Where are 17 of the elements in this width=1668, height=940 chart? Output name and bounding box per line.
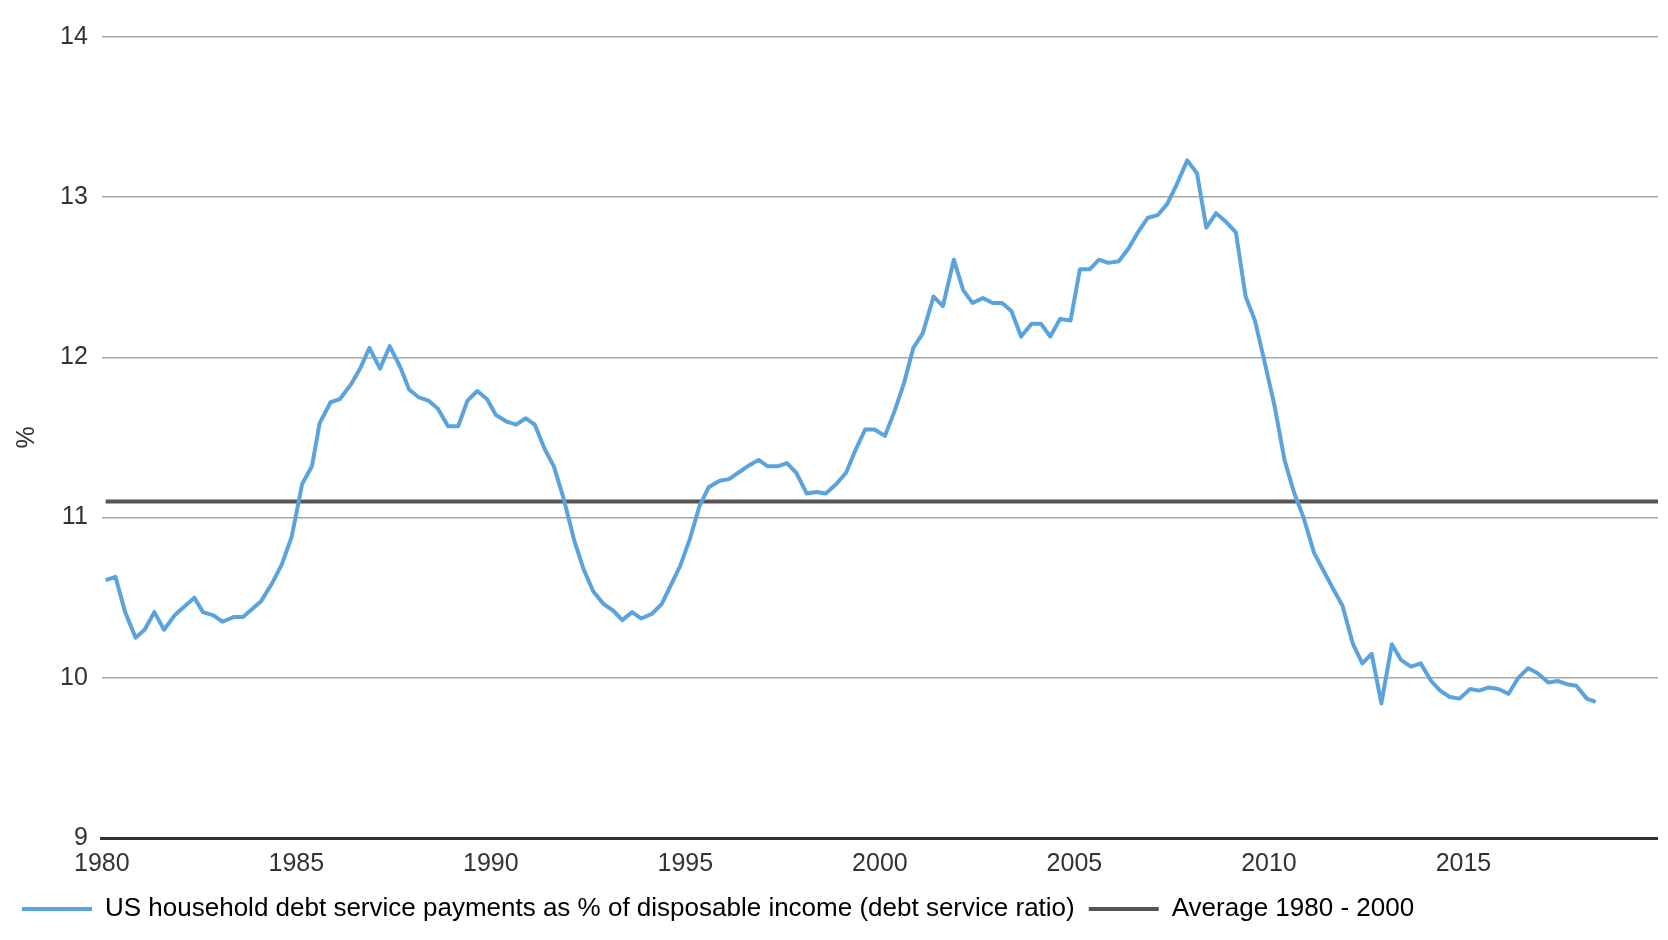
- y-tick-label: 14: [60, 20, 88, 49]
- x-tick-label: 2005: [1046, 847, 1103, 876]
- y-tick-label: 13: [60, 181, 88, 210]
- x-tick-label: 1980: [74, 847, 130, 876]
- x-tick-label: 1990: [463, 847, 519, 876]
- x-tick-label: 2015: [1435, 847, 1492, 876]
- y-axis-title: %: [10, 426, 39, 449]
- x-tick-label: 1985: [268, 847, 325, 876]
- y-tick-label: 9: [73, 821, 88, 850]
- y-tick-label: 12: [60, 341, 88, 370]
- legend-label: Average 1980 - 2000: [1171, 892, 1415, 923]
- x-tick-label: 2010: [1241, 847, 1297, 876]
- x-tick-label: 2000: [852, 847, 908, 876]
- legend-label: US household debt service payments as % of disposable income (debt service ratio): [105, 892, 1075, 923]
- y-tick-label: 11: [61, 501, 88, 530]
- x-tick-label: 1995: [657, 847, 714, 876]
- y-tick-label: 10: [60, 661, 88, 690]
